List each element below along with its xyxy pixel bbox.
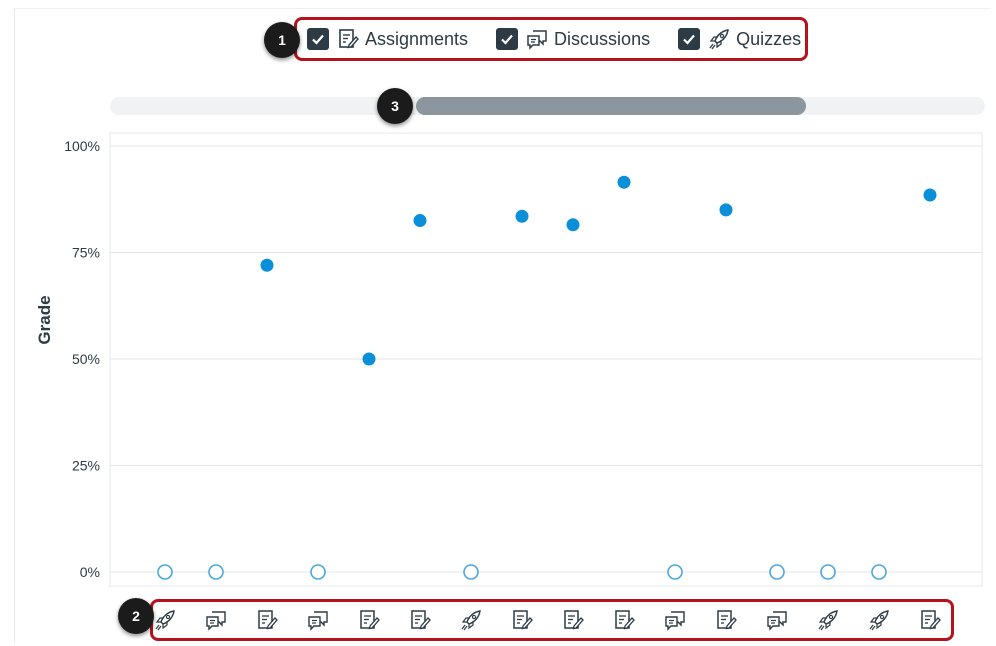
chart-frame bbox=[14, 8, 991, 643]
filter-quizzes[interactable]: Quizzes bbox=[678, 28, 801, 50]
quiz-icon bbox=[708, 28, 730, 50]
assignment-icon[interactable] bbox=[258, 610, 278, 630]
data-point bbox=[617, 175, 631, 189]
checkbox-quizzes[interactable] bbox=[678, 28, 701, 50]
discussion-icon bbox=[526, 28, 548, 50]
filter-label-assignments: Assignments bbox=[365, 28, 469, 49]
data-point bbox=[413, 214, 427, 228]
data-point-unsubmitted bbox=[871, 564, 887, 580]
quiz-icon[interactable] bbox=[818, 610, 838, 631]
callout-badge-2: 2 bbox=[118, 598, 154, 634]
discussion-icon[interactable] bbox=[206, 611, 226, 631]
y-tick-label: 0% bbox=[80, 564, 100, 580]
data-point-unsubmitted bbox=[769, 564, 785, 580]
data-point-unsubmitted bbox=[157, 564, 173, 580]
assignment-icon[interactable] bbox=[564, 610, 584, 630]
callout-badge-1: 1 bbox=[264, 22, 300, 58]
data-point-unsubmitted bbox=[667, 564, 683, 580]
data-point-unsubmitted bbox=[820, 564, 836, 580]
checkbox-assignments[interactable] bbox=[307, 28, 329, 50]
check-icon bbox=[683, 34, 695, 45]
assignment-icon[interactable] bbox=[513, 610, 533, 630]
assignment-icon[interactable] bbox=[717, 610, 737, 630]
quiz-icon[interactable] bbox=[461, 610, 481, 631]
quiz-icon[interactable] bbox=[869, 610, 889, 631]
filter-label-quizzes: Quizzes bbox=[736, 28, 802, 49]
callout-badge-3: 3 bbox=[377, 88, 413, 124]
discussion-icon[interactable] bbox=[665, 611, 685, 631]
filter-legend: Assignments Discussions Quizzes bbox=[294, 17, 808, 61]
assignment-icon bbox=[337, 28, 359, 50]
y-tick-label: 50% bbox=[72, 351, 100, 367]
y-tick-label: 25% bbox=[72, 458, 100, 474]
check-icon bbox=[501, 34, 513, 45]
data-point-unsubmitted bbox=[208, 564, 224, 580]
data-point bbox=[719, 203, 733, 217]
data-point bbox=[260, 258, 274, 272]
assignment-icon[interactable] bbox=[615, 610, 635, 630]
filter-label-discussions: Discussions bbox=[554, 28, 651, 49]
discussion-icon[interactable] bbox=[308, 611, 328, 631]
data-point-unsubmitted bbox=[463, 564, 479, 580]
filter-discussions[interactable]: Discussions bbox=[496, 28, 650, 50]
data-point-unsubmitted bbox=[310, 564, 326, 580]
check-icon bbox=[312, 34, 324, 45]
data-point bbox=[362, 352, 376, 366]
y-tick-label: 75% bbox=[72, 245, 100, 261]
discussion-icon[interactable] bbox=[767, 611, 787, 631]
data-point bbox=[566, 218, 580, 232]
x-axis-icon-group bbox=[150, 599, 954, 641]
data-point bbox=[515, 209, 529, 223]
assignment-icon[interactable] bbox=[360, 610, 380, 630]
assignment-icon[interactable] bbox=[411, 610, 431, 630]
checkbox-discussions[interactable] bbox=[496, 28, 519, 50]
data-point bbox=[923, 188, 937, 202]
scroll-thumb[interactable] bbox=[416, 97, 806, 115]
y-tick-label: 100% bbox=[64, 138, 100, 154]
filter-assignments[interactable]: Assignments bbox=[307, 28, 468, 50]
quiz-icon[interactable] bbox=[155, 610, 175, 631]
assignment-icon[interactable] bbox=[921, 610, 941, 630]
